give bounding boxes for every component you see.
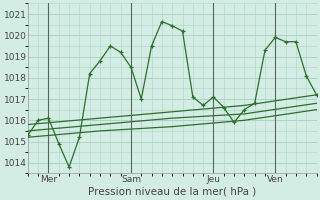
X-axis label: Pression niveau de la mer( hPa ): Pression niveau de la mer( hPa ) [88,187,256,197]
